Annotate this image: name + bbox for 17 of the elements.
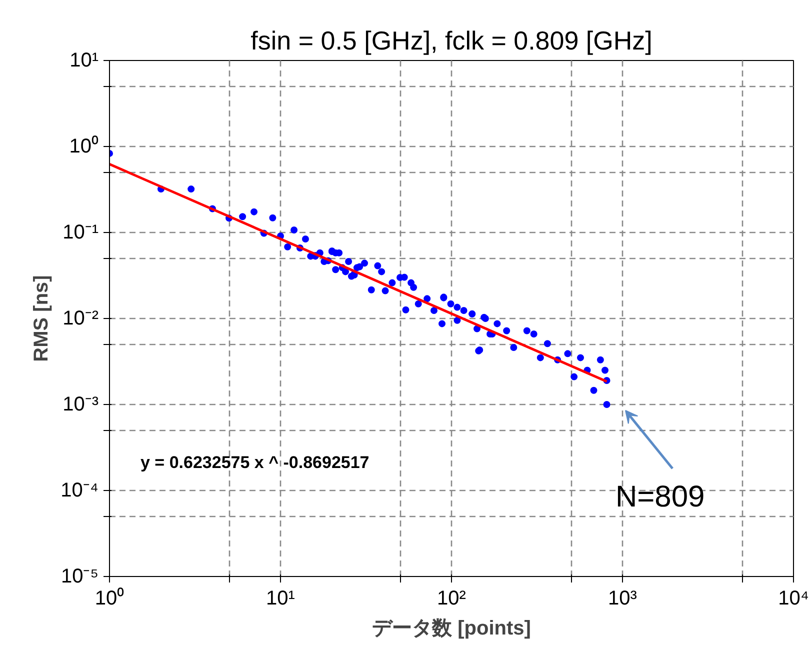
y-tick-label: 10⁻² (62, 308, 99, 330)
x-axis-title: データ数 [points] (372, 618, 531, 640)
y-tick-label: 10⁻⁴ (60, 480, 99, 502)
y-tick-label: 10⁻⁵ (60, 566, 99, 588)
y-tick-label: 10⁻³ (62, 394, 99, 416)
y-axis-title: RMS [ns] (30, 275, 53, 362)
annotation: y = 0.6232575 x ^ -0.8692517 (140, 453, 370, 472)
x-tick-label: 10¹ (266, 588, 296, 610)
x-tick-label: 10⁴ (778, 588, 809, 610)
x-tick-label: 10² (437, 588, 466, 610)
y-tick-label: 10¹ (70, 50, 99, 72)
chart-title: fsin = 0.5 [GHz], fclk = 0.809 [GHz] (250, 26, 652, 56)
y-tick-label: 10⁰ (69, 134, 99, 158)
annotation: N=809 (616, 480, 705, 514)
x-tick-label: 10⁰ (94, 586, 124, 610)
x-tick-label: 10³ (608, 588, 638, 610)
y-tick-label: 10⁻¹ (62, 222, 99, 244)
